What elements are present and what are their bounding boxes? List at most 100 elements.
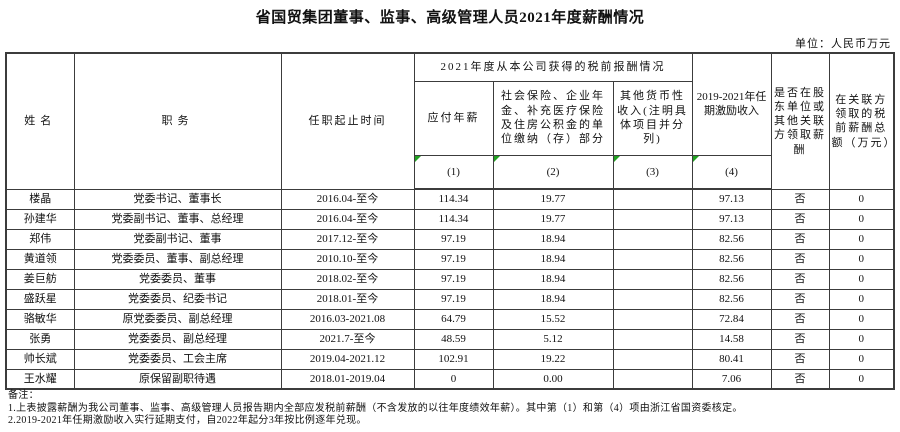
table-cell: 党委委员、工会主席: [73, 348, 282, 370]
table-cell: 党委委员、纪委书记: [73, 288, 282, 310]
table-cell: 黄道领: [5, 248, 75, 270]
table-cell: 楼晶: [5, 188, 75, 210]
table-row: 张勇 党委委员、副总经理 2021.7-至今 48.59 5.12 14.58 否 0: [5, 328, 895, 350]
table-cell: 孙建华: [5, 208, 75, 230]
excel-flag-icon: [614, 156, 620, 162]
table-cell: 张勇: [5, 328, 75, 350]
table-cell: 0: [828, 348, 895, 370]
header-remuneration-group: 2021年度从本公司获得的税前报酬情况: [413, 52, 693, 82]
table-cell: 2016.03-2021.08: [280, 308, 415, 330]
table-row: 帅长斌 党委委员、工会主席 2019.04-2021.12 102.91 19.22 80…: [5, 348, 895, 370]
header-name: 姓名: [5, 52, 75, 190]
excel-flag-icon: [693, 156, 699, 162]
table-cell: [612, 268, 693, 290]
header-col-number-2: (2): [492, 154, 614, 190]
header-col-number-4: (4): [691, 154, 772, 190]
table-cell: 0: [828, 208, 895, 230]
table-cell: [612, 368, 693, 390]
table-cell: 2021.7-至今: [280, 328, 415, 350]
notes: 备注： 1.上表披露薪酬为我公司董事、监事、高级管理人员报告期内全部应发税前薪酬…: [8, 390, 892, 428]
table-cell: 原保留副职待遇: [73, 368, 282, 390]
table-cell: 18.94: [492, 288, 614, 310]
table-cell: 2018.01-至今: [280, 288, 415, 310]
table-cell: 骆敏华: [5, 308, 75, 330]
header-col-number-1: (1): [413, 154, 494, 190]
unit-label: 单位：人民币万元: [795, 38, 891, 50]
table-cell: [612, 288, 693, 310]
table-cell: 2018.01-2019.04: [280, 368, 415, 390]
header-term-incentive: 2019-2021年任期激励收入: [691, 52, 772, 156]
table-cell: 15.52: [492, 308, 614, 330]
table-cell: 否: [770, 188, 830, 210]
header-col-number-3: (3): [612, 154, 693, 190]
table-cell: 2018.02-至今: [280, 268, 415, 290]
table-cell: 5.12: [492, 328, 614, 350]
table-cell: 党委副书记、董事: [73, 228, 282, 250]
table-cell: 19.77: [492, 208, 614, 230]
table-body: 楼晶 党委书记、董事长 2016.04-至今 114.34 19.77 97.13 否 0 孙建…: [5, 188, 895, 390]
table-cell: 97.19: [413, 288, 494, 310]
header-payable-salary: 应付年薪: [413, 80, 494, 156]
table-cell: 帅长斌: [5, 348, 75, 370]
page-title: 省国贸集团董事、监事、高级管理人员2021年度薪酬情况: [255, 10, 645, 26]
table-cell: 80.41: [691, 348, 772, 370]
table-cell: 原党委委员、副总经理: [73, 308, 282, 330]
table-cell: 郑伟: [5, 228, 75, 250]
table-cell: 2016.04-至今: [280, 208, 415, 230]
table-cell: 114.34: [413, 208, 494, 230]
table-cell: 64.79: [413, 308, 494, 330]
table-cell: 2017.12-至今: [280, 228, 415, 250]
table-cell: 党委委员、董事、副总经理: [73, 248, 282, 270]
table-cell: 0: [828, 328, 895, 350]
table-cell: 王水耀: [5, 368, 75, 390]
header-other-monetary: 其他货币性收入(注明具体项目并分列): [612, 80, 693, 156]
table-cell: 0: [828, 288, 895, 310]
table-cell: 党委委员、副总经理: [73, 328, 282, 350]
table-cell: 否: [770, 328, 830, 350]
table-cell: [612, 348, 693, 370]
table-cell: 82.56: [691, 248, 772, 270]
table-row: 王水耀 原保留副职待遇 2018.01-2019.04 0 0.00 7.06 否 0: [5, 368, 895, 390]
table-cell: 党委副书记、董事、总经理: [73, 208, 282, 230]
table-cell: 0: [828, 228, 895, 250]
table-cell: 盛跃星: [5, 288, 75, 310]
table-cell: 0: [828, 188, 895, 210]
header-term: 任职起止时间: [280, 52, 415, 190]
table-cell: 0: [828, 368, 895, 390]
table-cell: [612, 228, 693, 250]
table-cell: 否: [770, 348, 830, 370]
table-cell: 114.34: [413, 188, 494, 210]
note-item: 1.上表披露薪酬为我公司董事、监事、高级管理人员报告期内全部应发税前薪酬（不含发…: [8, 402, 743, 414]
table-cell: 72.84: [691, 308, 772, 330]
table-cell: 19.22: [492, 348, 614, 370]
table-row: 楼晶 党委书记、董事长 2016.04-至今 114.34 19.77 97.13 否 0: [5, 188, 895, 210]
table-row: 骆敏华 原党委委员、副总经理 2016.03-2021.08 64.79 15.52 72…: [5, 308, 895, 330]
table-cell: [612, 248, 693, 270]
table-row: 郑伟 党委副书记、董事 2017.12-至今 97.19 18.94 82.56 否 0: [5, 228, 895, 250]
note-item: 2.2019-2021年任期激励收入实行延期支付，自2022年起分3年按比例逐年…: [8, 415, 367, 426]
table-cell: 0: [828, 248, 895, 270]
table-row: 姜巨舫 党委委员、董事 2018.02-至今 97.19 18.94 82.56 否 0: [5, 268, 895, 290]
table-cell: 97.19: [413, 248, 494, 270]
table-cell: 7.06: [691, 368, 772, 390]
table-cell: 0: [828, 268, 895, 290]
table-cell: 82.56: [691, 228, 772, 250]
table-cell: 97.13: [691, 188, 772, 210]
header-related-party-total: 在关联方领取的税前薪酬总额（万元）: [828, 52, 895, 190]
excel-flag-icon: [494, 156, 500, 162]
table-cell: [612, 308, 693, 330]
table-cell: 否: [770, 248, 830, 270]
table-row: 盛跃星 党委委员、纪委书记 2018.01-至今 97.19 18.94 82.56 否 0: [5, 288, 895, 310]
table-cell: 82.56: [691, 288, 772, 310]
table-cell: 否: [770, 268, 830, 290]
table-cell: 18.94: [492, 248, 614, 270]
table-cell: 82.56: [691, 268, 772, 290]
table-cell: 0: [413, 368, 494, 390]
table-cell: 19.77: [492, 188, 614, 210]
table-cell: 否: [770, 228, 830, 250]
table-cell: 否: [770, 208, 830, 230]
table-cell: [612, 328, 693, 350]
table-cell: 97.19: [413, 268, 494, 290]
table-cell: 97.13: [691, 208, 772, 230]
